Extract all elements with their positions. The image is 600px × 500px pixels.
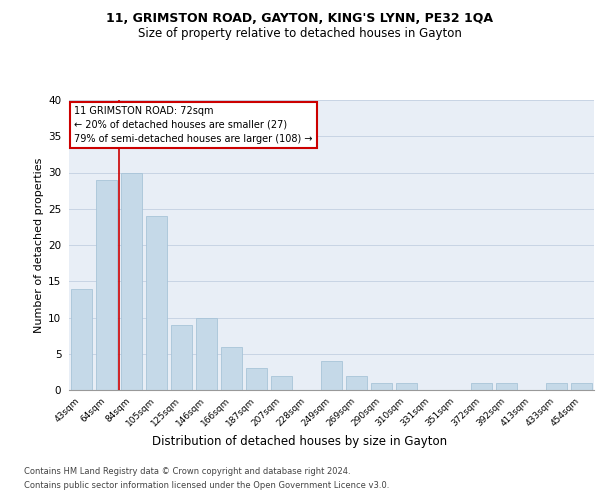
Bar	[471, 383, 492, 390]
Bar	[246, 368, 267, 390]
Bar	[221, 346, 242, 390]
Bar	[396, 383, 417, 390]
Bar	[546, 383, 567, 390]
Text: Size of property relative to detached houses in Gayton: Size of property relative to detached ho…	[138, 28, 462, 40]
Text: Distribution of detached houses by size in Gayton: Distribution of detached houses by size …	[152, 435, 448, 448]
Text: Contains public sector information licensed under the Open Government Licence v3: Contains public sector information licen…	[24, 481, 389, 490]
Bar	[171, 325, 192, 390]
Bar	[371, 383, 392, 390]
Bar	[496, 383, 517, 390]
Text: 11 GRIMSTON ROAD: 72sqm
← 20% of detached houses are smaller (27)
79% of semi-de: 11 GRIMSTON ROAD: 72sqm ← 20% of detache…	[74, 106, 313, 144]
Bar	[121, 172, 142, 390]
Bar	[71, 288, 92, 390]
Bar	[196, 318, 217, 390]
Bar	[146, 216, 167, 390]
Bar	[321, 361, 342, 390]
Bar	[571, 383, 592, 390]
Text: 11, GRIMSTON ROAD, GAYTON, KING'S LYNN, PE32 1QA: 11, GRIMSTON ROAD, GAYTON, KING'S LYNN, …	[107, 12, 493, 26]
Bar	[96, 180, 117, 390]
Bar	[271, 376, 292, 390]
Bar	[346, 376, 367, 390]
Text: Contains HM Land Registry data © Crown copyright and database right 2024.: Contains HM Land Registry data © Crown c…	[24, 468, 350, 476]
Y-axis label: Number of detached properties: Number of detached properties	[34, 158, 44, 332]
